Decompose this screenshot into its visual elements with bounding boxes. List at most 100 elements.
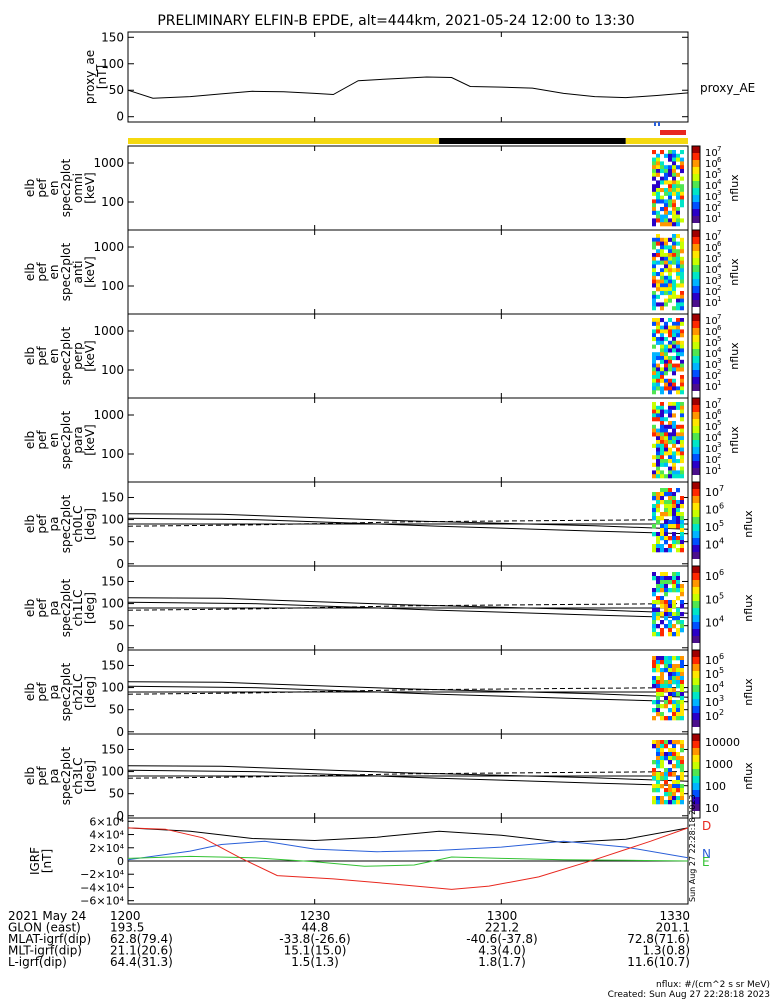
spec-data-cell <box>656 325 660 330</box>
pa-data-cell <box>676 716 680 721</box>
spec-data-cell <box>668 363 672 368</box>
pa-data-cell <box>656 800 660 805</box>
y-axis-label-line: en <box>47 433 61 448</box>
pa-data-cell <box>664 600 668 605</box>
pa-data-cell <box>680 692 684 697</box>
spec-data-cell <box>652 241 656 246</box>
pa-data-cell <box>668 748 672 753</box>
pa-data-cell <box>656 760 660 765</box>
spec-data-cell <box>652 428 656 433</box>
y-axis-label-line: [keV] <box>83 172 97 203</box>
colorbar-tick-label: 10 <box>705 696 719 709</box>
spec-data-cell <box>680 272 684 277</box>
y-axis-label-line: elb <box>23 767 37 785</box>
spec-colorbar-3-swatch <box>692 440 700 448</box>
pa-data-cell <box>656 520 660 525</box>
pa-data-cell <box>672 600 676 605</box>
pa-data-cell <box>668 500 672 505</box>
spec-data-cell <box>660 352 664 357</box>
spec-data-cell <box>668 455 672 460</box>
colorbar-tick-label: 10 <box>705 327 718 338</box>
spec-data-cell <box>668 222 672 227</box>
pa-data-cell <box>664 788 668 793</box>
spec-data-cell <box>668 180 672 185</box>
spec-data-cell <box>664 169 668 174</box>
pa-data-cell <box>664 492 668 497</box>
spec-data-cell <box>656 302 660 307</box>
pa-colorbar-2-swatch <box>692 671 700 679</box>
spec-data-cell <box>656 279 660 284</box>
spec-data-cell <box>656 378 660 383</box>
ephemeris-value: -40.6(-37.8) <box>466 932 537 946</box>
spec-data-cell <box>660 188 664 193</box>
spec-data-cell <box>660 402 664 407</box>
pa-data-cell <box>680 624 684 629</box>
pa-colorbar-1-swatch <box>692 629 700 637</box>
spec-data-cell <box>664 241 668 246</box>
spec-data-cell <box>656 352 660 357</box>
pa-data-cell <box>656 756 660 761</box>
pa-colorbar-3-swatch <box>692 755 700 763</box>
spec-data-cell <box>664 447 668 452</box>
y-tick-label: 150 <box>101 490 124 504</box>
spec-data-cell <box>664 283 668 288</box>
pa-data-cell <box>680 592 684 597</box>
spec-data-cell <box>680 150 684 155</box>
side-date-stamp: Sun Aug 27 22:28:18 2023 <box>688 795 697 902</box>
y-tick-label: 0 <box>116 809 124 823</box>
spec-data-cell <box>664 344 668 349</box>
spec-data-cell <box>652 161 656 166</box>
y-axis-label-line: proxy_ae <box>83 50 97 104</box>
pa-data-cell <box>660 576 664 581</box>
spec-data-cell <box>676 447 680 452</box>
spec-data-cell <box>672 459 676 464</box>
pa-colorbar-3-swatch <box>692 762 700 770</box>
spec-colorbar-1-swatch <box>692 251 700 259</box>
spec-data-cell <box>656 375 660 380</box>
spec-data-cell <box>676 367 680 372</box>
pa-data-cell <box>656 612 660 617</box>
pa-data-cell <box>668 504 672 509</box>
spec-data-cell <box>672 413 676 418</box>
pa-data-cell <box>680 524 684 529</box>
spec-data-cell <box>668 272 672 277</box>
pa-data-cell <box>656 492 660 497</box>
pa-data-cell <box>664 576 668 581</box>
colorbar-tick-label: 10 <box>705 411 718 422</box>
spec-data-cell <box>656 459 660 464</box>
spec-data-cell <box>660 325 664 330</box>
pa-data-cell <box>660 668 664 673</box>
y-axis-label-line: elb <box>23 599 37 617</box>
spec-data-cell <box>652 321 656 326</box>
spec-data-cell <box>672 191 676 196</box>
spec-data-cell <box>680 375 684 380</box>
pa-colorbar-3-swatch <box>692 804 700 812</box>
ephemeris-value: 21.1(20.6) <box>110 944 173 958</box>
spec-data-cell <box>664 459 668 464</box>
pa-data-cell <box>660 756 664 761</box>
pa-data-cell <box>668 576 672 581</box>
colorbar-tick-exponent: 5 <box>719 591 724 600</box>
spec-data-cell <box>656 260 660 265</box>
spec-data-cell <box>652 222 656 227</box>
pa-data-cell <box>660 628 664 633</box>
spec-colorbar-2-swatch <box>692 349 700 357</box>
pa-data-cell <box>664 680 668 685</box>
spec-data-cell <box>652 260 656 265</box>
spec-data-cell <box>664 371 668 376</box>
colorbar-tick-label: 10 <box>705 243 718 254</box>
pa-data-cell <box>660 776 664 781</box>
pa-data-cell <box>652 524 656 529</box>
pa-data-cell <box>676 700 680 705</box>
y-axis-label-line: [deg] <box>83 676 97 708</box>
y-axis-label-line: en <box>47 181 61 196</box>
pa-data-cell <box>652 776 656 781</box>
pa-data-cell <box>676 516 680 521</box>
pa-data-cell <box>652 664 656 669</box>
spec-data-cell <box>676 329 680 334</box>
pa-data-cell <box>668 700 672 705</box>
spec-data-cell <box>676 325 680 330</box>
spec-data-cell <box>664 199 668 204</box>
spec-data-cell <box>676 440 680 445</box>
pa-data-cell <box>656 536 660 541</box>
